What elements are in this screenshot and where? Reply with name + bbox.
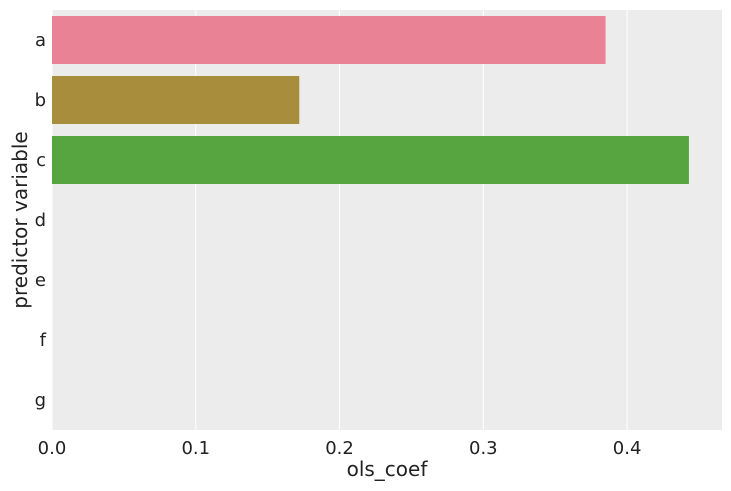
bars bbox=[52, 16, 689, 184]
x-tick-label: 0.2 bbox=[325, 438, 354, 459]
y-axis-label: predictor variable bbox=[8, 131, 32, 308]
y-tick-label-b: b bbox=[35, 90, 46, 111]
y-tick-label-d: d bbox=[35, 210, 46, 231]
x-axis-label: ols_coef bbox=[347, 457, 429, 481]
x-tick-label: 0.3 bbox=[469, 438, 498, 459]
bar-c bbox=[52, 136, 689, 184]
y-tick-label-a: a bbox=[35, 30, 46, 51]
x-tick-labels: 0.0 0.1 0.2 0.3 0.4 bbox=[38, 438, 642, 459]
y-tick-label-c: c bbox=[36, 150, 46, 171]
x-tick-label: 0.0 bbox=[38, 438, 67, 459]
x-tick-label: 0.4 bbox=[613, 438, 642, 459]
y-tick-label-g: g bbox=[35, 390, 46, 411]
bar-a bbox=[52, 16, 606, 64]
y-tick-labels: a b c d e f g bbox=[35, 30, 47, 411]
plot-area bbox=[52, 10, 722, 430]
bar-b bbox=[52, 76, 300, 124]
y-tick-label-e: e bbox=[35, 270, 46, 291]
x-tick-label: 0.1 bbox=[181, 438, 210, 459]
y-tick-label-f: f bbox=[40, 330, 47, 351]
